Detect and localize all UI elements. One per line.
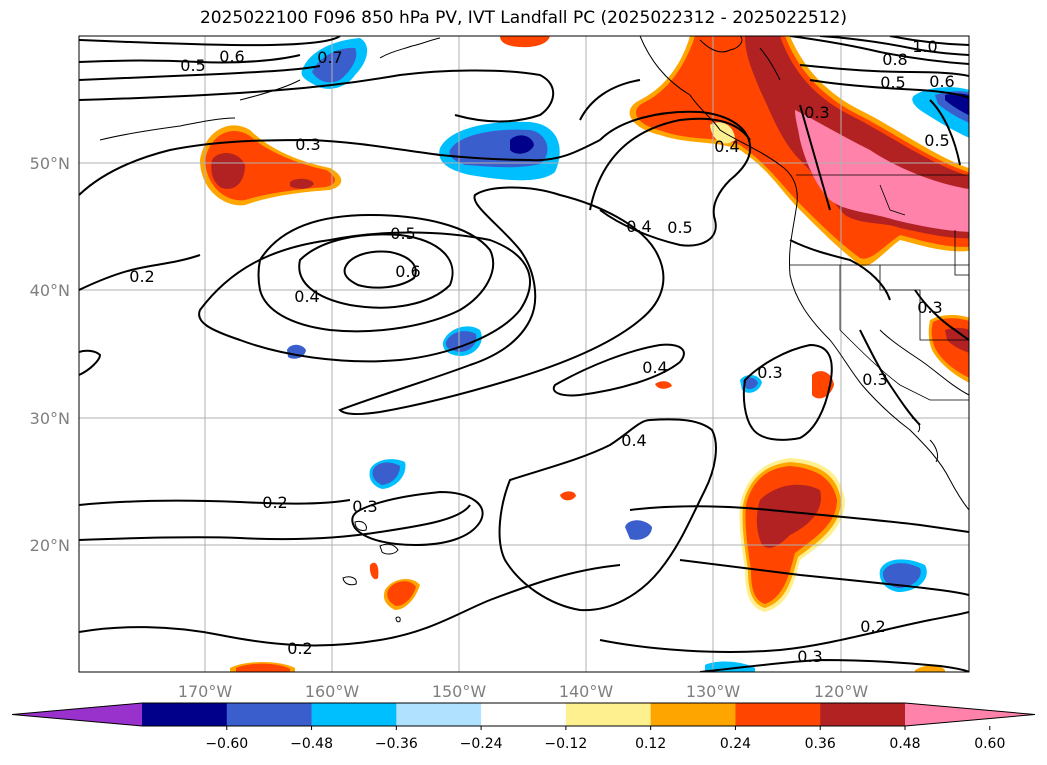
contour-label: 0.5 — [390, 224, 415, 243]
longitude-labels: 170°W 160°W 150°W 140°W 130°W 120°W — [178, 682, 869, 701]
colorbar-segments — [11, 702, 1036, 727]
colorbar-segment — [735, 703, 821, 726]
colorbar-tick-label: 0.60 — [974, 736, 1005, 752]
colorbar-extend-max — [905, 703, 1035, 726]
contour-label: 0.2 — [860, 617, 885, 636]
contour-label: 0.4 — [294, 287, 319, 306]
colorbar-segment — [396, 703, 482, 726]
colorbar-segment — [142, 703, 228, 726]
lon-label-130w: 130°W — [686, 682, 741, 701]
contour-label: 0.2 — [287, 639, 312, 658]
lon-label-170w: 170°W — [178, 682, 233, 701]
latitude-labels: 50°N 40°N 30°N 20°N — [30, 154, 70, 555]
colorbar-tick-label: −0.12 — [544, 736, 587, 752]
contour-label: 0.3 — [804, 103, 829, 122]
positive-pv-shading — [200, 36, 969, 672]
contour-label: 0.6 — [395, 262, 420, 281]
lon-label-160w: 160°W — [305, 682, 360, 701]
colorbar-segment — [226, 703, 313, 726]
contour-label: 0.4 — [642, 358, 667, 377]
contour-label: 0.3 — [862, 370, 887, 389]
contour-label: 0.5 — [880, 73, 905, 92]
contour-label: 0.2 — [129, 267, 154, 286]
contour-label: 0.3 — [797, 647, 822, 666]
lat-label-20n: 20°N — [30, 536, 70, 555]
lat-label-40n: 40°N — [30, 281, 70, 300]
contour-label: 0.6 — [219, 47, 244, 66]
colorbar-tick-label: 0.12 — [635, 736, 666, 752]
colorbar-tick-label: −0.48 — [290, 736, 333, 752]
colorbar-tick-label: −0.24 — [460, 736, 503, 752]
contour-labels: 0.6 0.5 0.7 0.3 0.2 0.5 0.6 0.4 0.4 0.5 … — [129, 37, 954, 666]
lon-label-120w: 120°W — [814, 682, 869, 701]
contour-label: 0.3 — [917, 298, 942, 317]
colorbar-ticks: −0.60 −0.48 −0.36 −0.24 −0.12 0.12 0.24 0.36 0.4… — [205, 726, 1005, 752]
colorbar-tick-label: 0.48 — [889, 736, 920, 752]
colorbar-tick-label: 0.36 — [805, 736, 836, 752]
contour-label: 0.5 — [924, 131, 949, 150]
contour-label: 0.6 — [929, 72, 954, 91]
map-title: 2025022100 F096 850 hPa PV, IVT Landfall… — [199, 8, 847, 28]
pv-contours — [79, 36, 969, 672]
contour-label: 0.3 — [352, 497, 377, 516]
contour-label: 0.3 — [295, 135, 320, 154]
contour-label: 0.2 — [262, 493, 287, 512]
lat-label-30n: 30°N — [30, 409, 70, 428]
colorbar-segment — [820, 703, 906, 726]
colorbar-segment — [311, 703, 397, 726]
lon-label-150w: 150°W — [432, 682, 487, 701]
political-borders — [790, 174, 969, 401]
contour-label: 0.3 — [757, 363, 782, 382]
colorbar-segment — [565, 703, 652, 726]
contour-label: 0.4 — [621, 431, 646, 450]
colorbar-extend-min — [12, 703, 142, 726]
colorbar-tick-label: −0.36 — [375, 736, 418, 752]
contour-label: 0.5 — [667, 218, 692, 237]
contour-label: 0.4 — [714, 137, 739, 156]
contour-label: 0.4 — [626, 217, 651, 236]
colorbar-tick-label: 0.24 — [720, 736, 751, 752]
colorbar-outline — [11, 702, 1036, 727]
lon-label-140w: 140°W — [559, 682, 614, 701]
lat-label-50n: 50°N — [30, 154, 70, 173]
colorbar: −0.60 −0.48 −0.36 −0.24 −0.12 0.12 0.24 0.36 0.4… — [11, 702, 1036, 752]
contour-label: 1.0 — [912, 37, 937, 56]
colorbar-segment — [650, 703, 736, 726]
contour-label: 0.7 — [317, 48, 342, 67]
contour-label: 0.5 — [180, 56, 205, 75]
contour-label: 0.8 — [882, 50, 907, 69]
map-frame — [78, 35, 970, 673]
colorbar-segment — [481, 703, 567, 726]
colorbar-tick-label: −0.60 — [205, 736, 248, 752]
